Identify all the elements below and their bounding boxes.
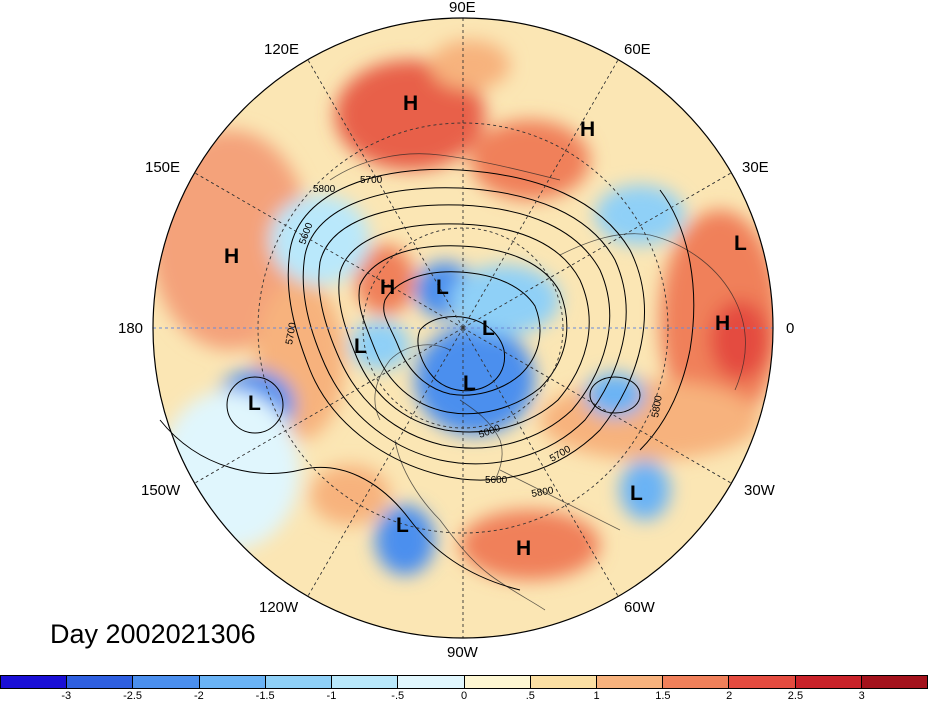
colorbar-swatch [133,676,200,688]
pressure-centers: H H H H H H L L L L L L L L L [224,92,747,560]
colorbar-tick-label: 2 [726,690,733,702]
page-title: Day 2002021306 [50,619,256,649]
lon-label-150e: 150E [145,159,181,176]
low-marker: L [354,335,367,358]
low-marker: L [463,372,476,395]
high-marker: H [224,245,239,268]
colorbar-tick-label: 1.5 [655,690,671,702]
polar-stereographic-map: 5800 5700 5600 5700 5600 5700 5800 5800 … [152,17,774,639]
colorbar-swatch [398,676,465,688]
colorbar-tick-label: -1 [326,690,337,702]
lon-label-0: 0 [786,320,795,337]
colorbar-swatch [530,676,597,688]
lon-label-120e: 120E [264,41,300,58]
colorbar-swatch [795,676,862,688]
colorbar-swatch [199,676,266,688]
colorbar-tick-label: -.5 [391,690,405,702]
lon-label-30e: 30E [742,159,769,176]
lon-label-90w: 90W [447,644,478,661]
contour-label: 5700 [284,321,299,345]
high-marker: H [380,276,395,299]
colorbar-tick-label: 2.5 [787,690,804,702]
high-marker: H [403,92,418,115]
colorbar-tick-label: -1.5 [255,690,275,702]
lon-label-30w: 30W [744,482,775,499]
colorbar-tick-label: 3 [858,690,865,702]
colorbar-tick-label: 0 [460,690,468,702]
low-marker: L [734,232,747,255]
contour-label: 5800 [531,485,555,500]
contour-label: 5700 [360,175,383,186]
high-marker: H [580,118,595,141]
colorbar-tick-label: -2.5 [123,690,143,702]
lon-label-60w: 60W [624,599,655,616]
high-marker: H [516,537,531,560]
colorbar-swatch [464,676,531,688]
colorbar-swatch [67,676,134,688]
colorbar-swatch [1,676,68,688]
colorbar-swatch [663,676,730,688]
colorbar-tick-label: -3 [61,690,72,702]
colorbar-swatch [596,676,664,688]
lon-label-60e: 60E [624,41,651,58]
colorbar-swatch [265,676,333,688]
low-marker: L [248,392,261,415]
colorbar-swatch [861,676,928,688]
colorbar-swatch [332,676,399,688]
colorbar-tick-label: 1 [593,690,600,702]
height-contours [159,168,695,591]
lon-label-120w: 120W [259,599,299,616]
low-marker: L [396,514,409,537]
colorbar-swatch [729,676,796,688]
low-marker: L [436,276,449,299]
lon-label-150w: 150W [141,482,181,499]
colorbar-tick-label: -2 [193,690,204,702]
lon-label-180: 180 [118,320,144,337]
lon-label-90e: 90E [449,0,476,16]
low-marker: L [482,317,495,340]
contour-label: 5800 [313,184,336,195]
graticule [153,18,773,638]
contour-labels: 5800 5700 5600 5700 5600 5700 5800 5800 … [284,175,665,500]
high-marker: H [715,312,730,335]
colorbar [0,675,928,689]
contour-label: 5600 [485,475,508,486]
map-boundary [152,17,774,639]
low-marker: L [630,482,643,505]
contour-label: 5800 [650,394,665,418]
colorbar-tick-label: .5 [525,690,535,702]
